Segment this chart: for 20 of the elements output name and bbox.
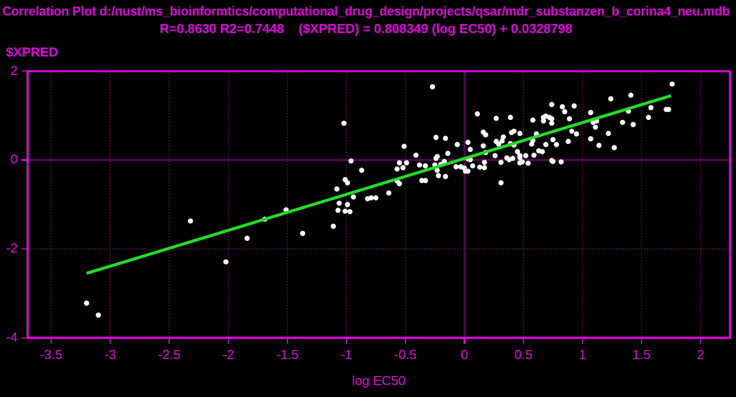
x-tick-label: 1.5 xyxy=(632,347,650,362)
y-tick-label: -4 xyxy=(6,329,18,344)
x-tick-label: -2 xyxy=(222,347,234,362)
y-tick-label: 2 xyxy=(10,62,18,78)
y-tick-label: -2 xyxy=(6,240,18,256)
chart-subtitle: R=0.8630 R2=0.7448 ($XPRED) = 0.808349 (log EC50) + 0.0328798 xyxy=(160,20,572,36)
x-tick-label: 1 xyxy=(578,347,586,362)
x-tick-label: -2.5 xyxy=(158,347,180,362)
x-tick-label: -3.5 xyxy=(40,347,62,362)
y-tick-label: 0 xyxy=(10,152,18,167)
x-tick-label: -1 xyxy=(340,347,352,362)
x-tick-label: 2 xyxy=(696,347,704,362)
x-axis-title: log EC50 xyxy=(352,372,406,388)
x-tick-label: 0.5 xyxy=(514,347,532,362)
x-tick-label: -0.5 xyxy=(394,347,417,362)
y-axis-title: $XPRED xyxy=(6,44,58,60)
x-tick-label: -3 xyxy=(104,347,116,362)
chart-title: Correlation Plot d:/nust/ms_bioinformtics/computational_drug_design/projects/qsar/mdr_substanzen_b_corina4_neu.mdb xyxy=(2,3,730,18)
x-tick-label: -1.5 xyxy=(276,347,298,362)
x-tick-label: 0 xyxy=(460,347,468,362)
